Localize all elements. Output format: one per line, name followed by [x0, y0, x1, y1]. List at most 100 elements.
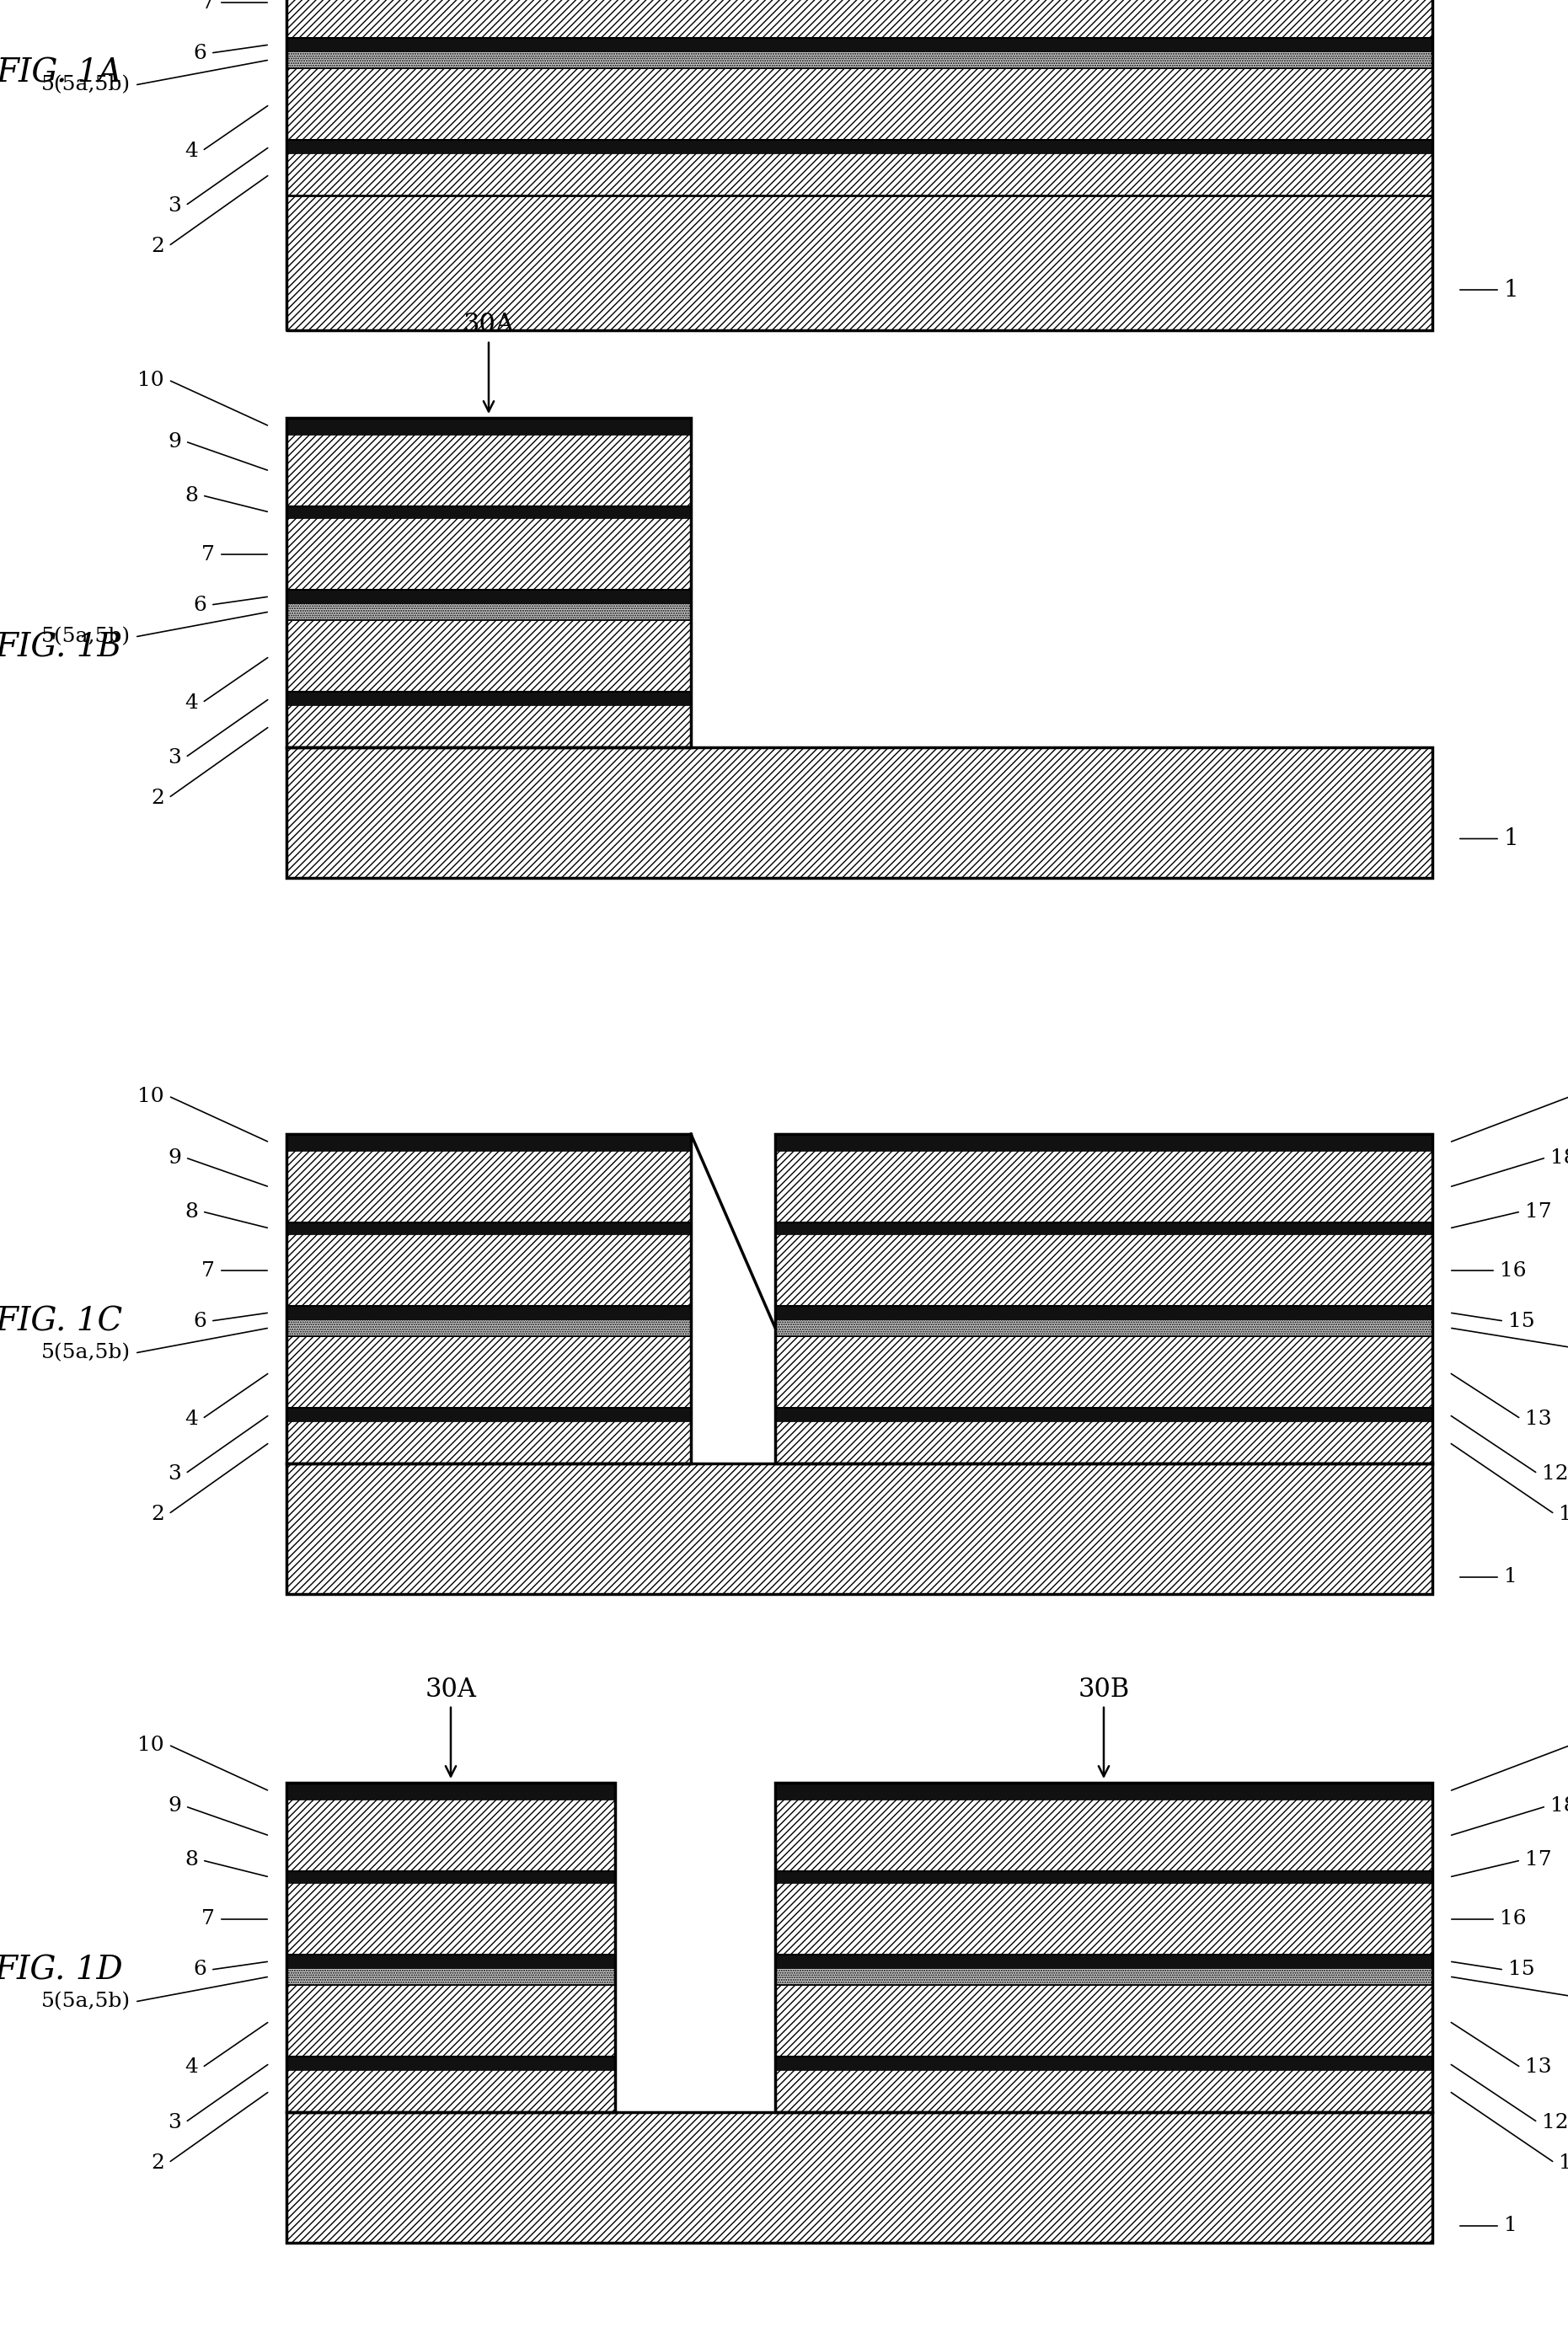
Text: 16: 16	[1499, 1910, 1526, 1929]
Bar	[775, 1985, 1432, 2057]
Text: 5(5a,5b): 5(5a,5b)	[41, 1343, 130, 1364]
Bar	[775, 1133, 1432, 1152]
Text: 5(5a,5b): 5(5a,5b)	[41, 74, 130, 95]
Text: 6: 6	[193, 596, 207, 614]
Text: 4: 4	[185, 142, 198, 161]
Bar	[287, 589, 691, 603]
Bar	[287, 705, 691, 747]
Text: 2: 2	[151, 1503, 165, 1524]
Bar	[287, 747, 1432, 877]
Text: 3: 3	[168, 195, 182, 216]
Text: 12: 12	[1541, 2113, 1568, 2132]
Bar	[287, 1969, 615, 1985]
Bar	[287, 154, 1432, 195]
Bar	[775, 1871, 1432, 1883]
Text: 6: 6	[193, 44, 207, 63]
Bar	[775, 2071, 1432, 2113]
Bar	[775, 1782, 1432, 1799]
Bar	[287, 1152, 691, 1222]
Bar	[287, 0, 1432, 37]
Bar	[287, 195, 1432, 330]
Text: 12: 12	[1541, 1464, 1568, 1482]
Bar	[287, 1133, 691, 1464]
Bar	[775, 1222, 1432, 1233]
Bar	[287, 419, 691, 435]
Text: 7: 7	[201, 1910, 215, 1929]
Text: 13: 13	[1526, 2057, 1552, 2078]
Text: 1: 1	[1504, 2215, 1518, 2236]
Text: 4: 4	[185, 2057, 198, 2078]
Text: 6: 6	[193, 1959, 207, 1980]
Bar	[287, 435, 691, 507]
Text: 30B: 30B	[1077, 1675, 1129, 1776]
Bar	[287, 519, 691, 589]
Bar	[287, 67, 1432, 140]
Bar	[775, 1799, 1432, 1871]
Bar	[287, 1222, 691, 1233]
Text: 3: 3	[168, 2113, 182, 2132]
Text: 1: 1	[1504, 279, 1519, 300]
Text: 16: 16	[1499, 1261, 1526, 1280]
Bar	[287, 2113, 1432, 2243]
Bar	[287, 603, 691, 619]
Bar	[775, 1305, 1432, 1319]
Text: 10: 10	[138, 370, 165, 389]
Text: 1: 1	[1504, 1568, 1518, 1587]
Bar	[775, 1955, 1432, 1969]
Bar	[775, 1133, 1432, 1464]
Text: 18: 18	[1551, 1796, 1568, 1815]
Bar	[287, 1782, 615, 2113]
Bar	[287, 1871, 615, 1883]
Text: 18: 18	[1551, 1147, 1568, 1168]
Text: 11: 11	[1559, 2152, 1568, 2173]
Bar	[775, 1408, 1432, 1422]
Bar	[775, 1883, 1432, 1955]
Text: 15: 15	[1508, 1312, 1535, 1331]
Text: 13: 13	[1526, 1410, 1552, 1429]
Bar	[287, 1336, 691, 1408]
Bar	[287, 2071, 615, 2113]
Bar	[287, 1799, 615, 1871]
Bar	[287, 747, 1432, 877]
Bar	[287, 51, 1432, 67]
Text: 30A: 30A	[463, 312, 514, 412]
Bar	[287, 1305, 691, 1319]
Text: 7: 7	[201, 0, 215, 12]
Bar	[287, 140, 1432, 154]
Text: 8: 8	[185, 486, 198, 505]
Bar	[287, 37, 1432, 51]
Bar	[287, 2057, 615, 2071]
Text: 3: 3	[168, 747, 182, 768]
Bar	[775, 1336, 1432, 1408]
Text: 9: 9	[168, 1147, 182, 1168]
Text: FIG. 1B: FIG. 1B	[0, 633, 122, 663]
Text: 8: 8	[185, 1850, 198, 1871]
Bar	[287, 1782, 615, 1799]
Text: 10: 10	[138, 1736, 165, 1755]
Text: 4: 4	[185, 1410, 198, 1429]
Text: 30A: 30A	[425, 1675, 477, 1776]
Bar	[775, 1233, 1432, 1305]
Bar	[287, 1233, 691, 1305]
Text: 2: 2	[151, 2152, 165, 2173]
Text: 6: 6	[193, 1312, 207, 1331]
Bar	[775, 1782, 1432, 2113]
Text: 11: 11	[1559, 1503, 1568, 1524]
Text: FIG. 1A: FIG. 1A	[0, 58, 122, 88]
Text: 10: 10	[138, 1087, 165, 1105]
Text: FIG. 1C: FIG. 1C	[0, 1305, 122, 1338]
Bar	[287, 419, 691, 747]
Text: 9: 9	[168, 1796, 182, 1815]
Text: 7: 7	[201, 1261, 215, 1280]
Bar	[775, 1422, 1432, 1464]
Text: FIG. 1D: FIG. 1D	[0, 1955, 124, 1987]
Bar	[287, 1955, 615, 1969]
Bar	[287, 1319, 691, 1336]
Bar	[287, 2113, 1432, 2243]
Bar	[775, 2057, 1432, 2071]
Text: 2: 2	[151, 789, 165, 807]
Text: 8: 8	[185, 1201, 198, 1222]
Text: 2: 2	[151, 237, 165, 256]
Bar	[287, 1464, 1432, 1594]
Bar	[287, 0, 1432, 330]
